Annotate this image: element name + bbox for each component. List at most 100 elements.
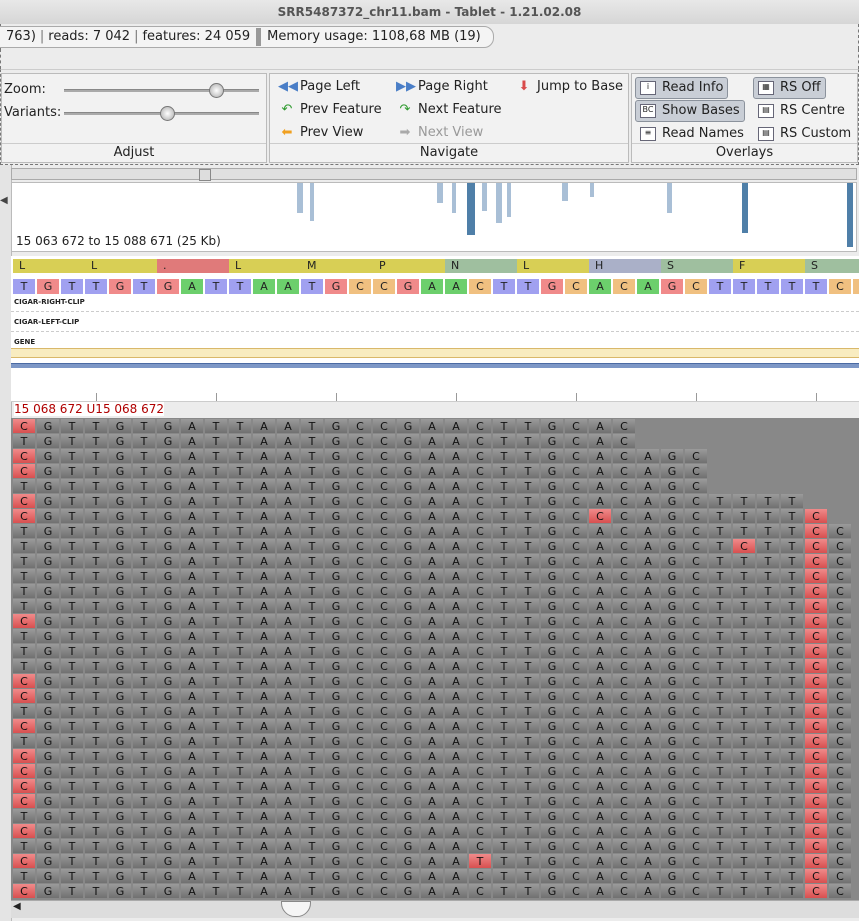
read-base: A <box>253 584 275 598</box>
scroll-left-icon[interactable]: ◀ <box>13 901 21 912</box>
read-base: G <box>109 719 131 733</box>
read-base: A <box>445 524 467 538</box>
read-base: T <box>781 734 803 748</box>
rs-off-button[interactable]: ▦ RS Off <box>753 77 826 99</box>
read-base: T <box>13 659 35 673</box>
read-base: T <box>733 584 755 598</box>
read-base: A <box>253 644 275 658</box>
read-base: T <box>493 584 515 598</box>
read-base: T <box>301 839 323 853</box>
amino-acid: N <box>445 259 517 273</box>
rs-custom-button[interactable]: ▤ RS Custom <box>753 123 856 145</box>
read-base: T <box>301 629 323 643</box>
read-base: C <box>685 884 707 898</box>
read-base: C <box>373 509 395 523</box>
read-base: G <box>661 884 683 898</box>
zoom-slider-track[interactable] <box>64 89 259 92</box>
read-names-button[interactable]: ≡ Read Names <box>635 123 749 145</box>
read-base: G <box>325 509 347 523</box>
read-base: G <box>157 644 179 658</box>
rs-centre-button[interactable]: ▤ RS Centre <box>753 100 850 122</box>
read-base: T <box>85 794 107 808</box>
read-base: C <box>373 884 395 898</box>
page-left-button[interactable]: ◀◀ Page Left <box>278 77 360 97</box>
read-base: C <box>829 824 851 838</box>
read-base: T <box>229 584 251 598</box>
read-base: C <box>829 719 851 733</box>
overview-scrollbar[interactable] <box>11 168 857 181</box>
read-base: C <box>373 794 395 808</box>
read-base: T <box>733 854 755 868</box>
read-base: T <box>733 884 755 898</box>
next-feature-button[interactable]: ↷ Next Feature <box>396 100 502 120</box>
prev-view-button[interactable]: ⬅ Prev View <box>278 123 364 143</box>
read-base: A <box>445 629 467 643</box>
read-base: G <box>37 629 59 643</box>
read-base: T <box>229 749 251 763</box>
read-base: C <box>373 689 395 703</box>
read-base: A <box>445 719 467 733</box>
read-base: C <box>613 494 635 508</box>
read-base: C <box>685 464 707 478</box>
read-base: C <box>469 824 491 838</box>
read-base: G <box>157 674 179 688</box>
read-base: A <box>445 479 467 493</box>
read-base: A <box>277 569 299 583</box>
read-base: A <box>421 539 443 553</box>
read-base: T <box>133 884 155 898</box>
read-base: T <box>709 779 731 793</box>
read-base: T <box>517 674 539 688</box>
read-base: A <box>421 884 443 898</box>
read-base: T <box>229 644 251 658</box>
next-view-button[interactable]: ➡ Next View <box>396 123 484 143</box>
read-base: G <box>541 704 563 718</box>
read-base: C <box>349 449 371 463</box>
prev-feature-button[interactable]: ↶ Prev Feature <box>278 100 382 120</box>
gene-feature[interactable] <box>11 348 859 358</box>
coverage-overview[interactable]: 15 063 672 to 15 088 671 (25 Kb) <box>11 182 857 252</box>
show-bases-icon: BC <box>640 103 656 118</box>
rs-centre-icon: ▤ <box>758 103 774 118</box>
show-bases-button[interactable]: BC Show Bases <box>635 100 745 122</box>
collapse-arrow-icon[interactable]: ◀ <box>0 195 8 206</box>
read-base: T <box>709 644 731 658</box>
read-base: T <box>133 464 155 478</box>
read-base: G <box>661 599 683 613</box>
read-info-button[interactable]: i Read Info <box>635 77 729 99</box>
read-base: C <box>373 809 395 823</box>
read-base: G <box>325 479 347 493</box>
read-base: A <box>421 599 443 613</box>
read-base: A <box>421 464 443 478</box>
read-base: C <box>469 614 491 628</box>
read-base: A <box>181 704 203 718</box>
read-base: T <box>301 479 323 493</box>
page-right-button[interactable]: ▶▶ Page Right <box>396 77 488 97</box>
read-base: G <box>397 764 419 778</box>
read-base: G <box>541 449 563 463</box>
read-base: A <box>277 839 299 853</box>
read-base: G <box>397 599 419 613</box>
read-base: G <box>397 839 419 853</box>
read-base: T <box>709 764 731 778</box>
overview-scroll-thumb[interactable] <box>199 169 211 181</box>
read-base: T <box>757 659 779 673</box>
reads-scrollbar[interactable]: ◀ <box>11 900 859 918</box>
read-base: A <box>421 644 443 658</box>
read-base: C <box>565 509 587 523</box>
read-base: G <box>325 539 347 553</box>
jump-to-base-button[interactable]: ⬇ Jump to Base <box>515 77 623 97</box>
feature-band[interactable] <box>11 363 859 368</box>
read-base: G <box>37 809 59 823</box>
reads-scroll-knob[interactable] <box>281 901 311 917</box>
read-base: A <box>637 809 659 823</box>
read-base: G <box>325 809 347 823</box>
read-base: A <box>637 749 659 763</box>
read-base: C <box>565 419 587 433</box>
zoom-slider-thumb[interactable] <box>209 83 225 98</box>
mismatch-base: C <box>13 794 35 808</box>
read-base: C <box>349 479 371 493</box>
read-base: T <box>133 674 155 688</box>
read-base: C <box>565 524 587 538</box>
variants-slider-thumb[interactable] <box>160 106 176 121</box>
